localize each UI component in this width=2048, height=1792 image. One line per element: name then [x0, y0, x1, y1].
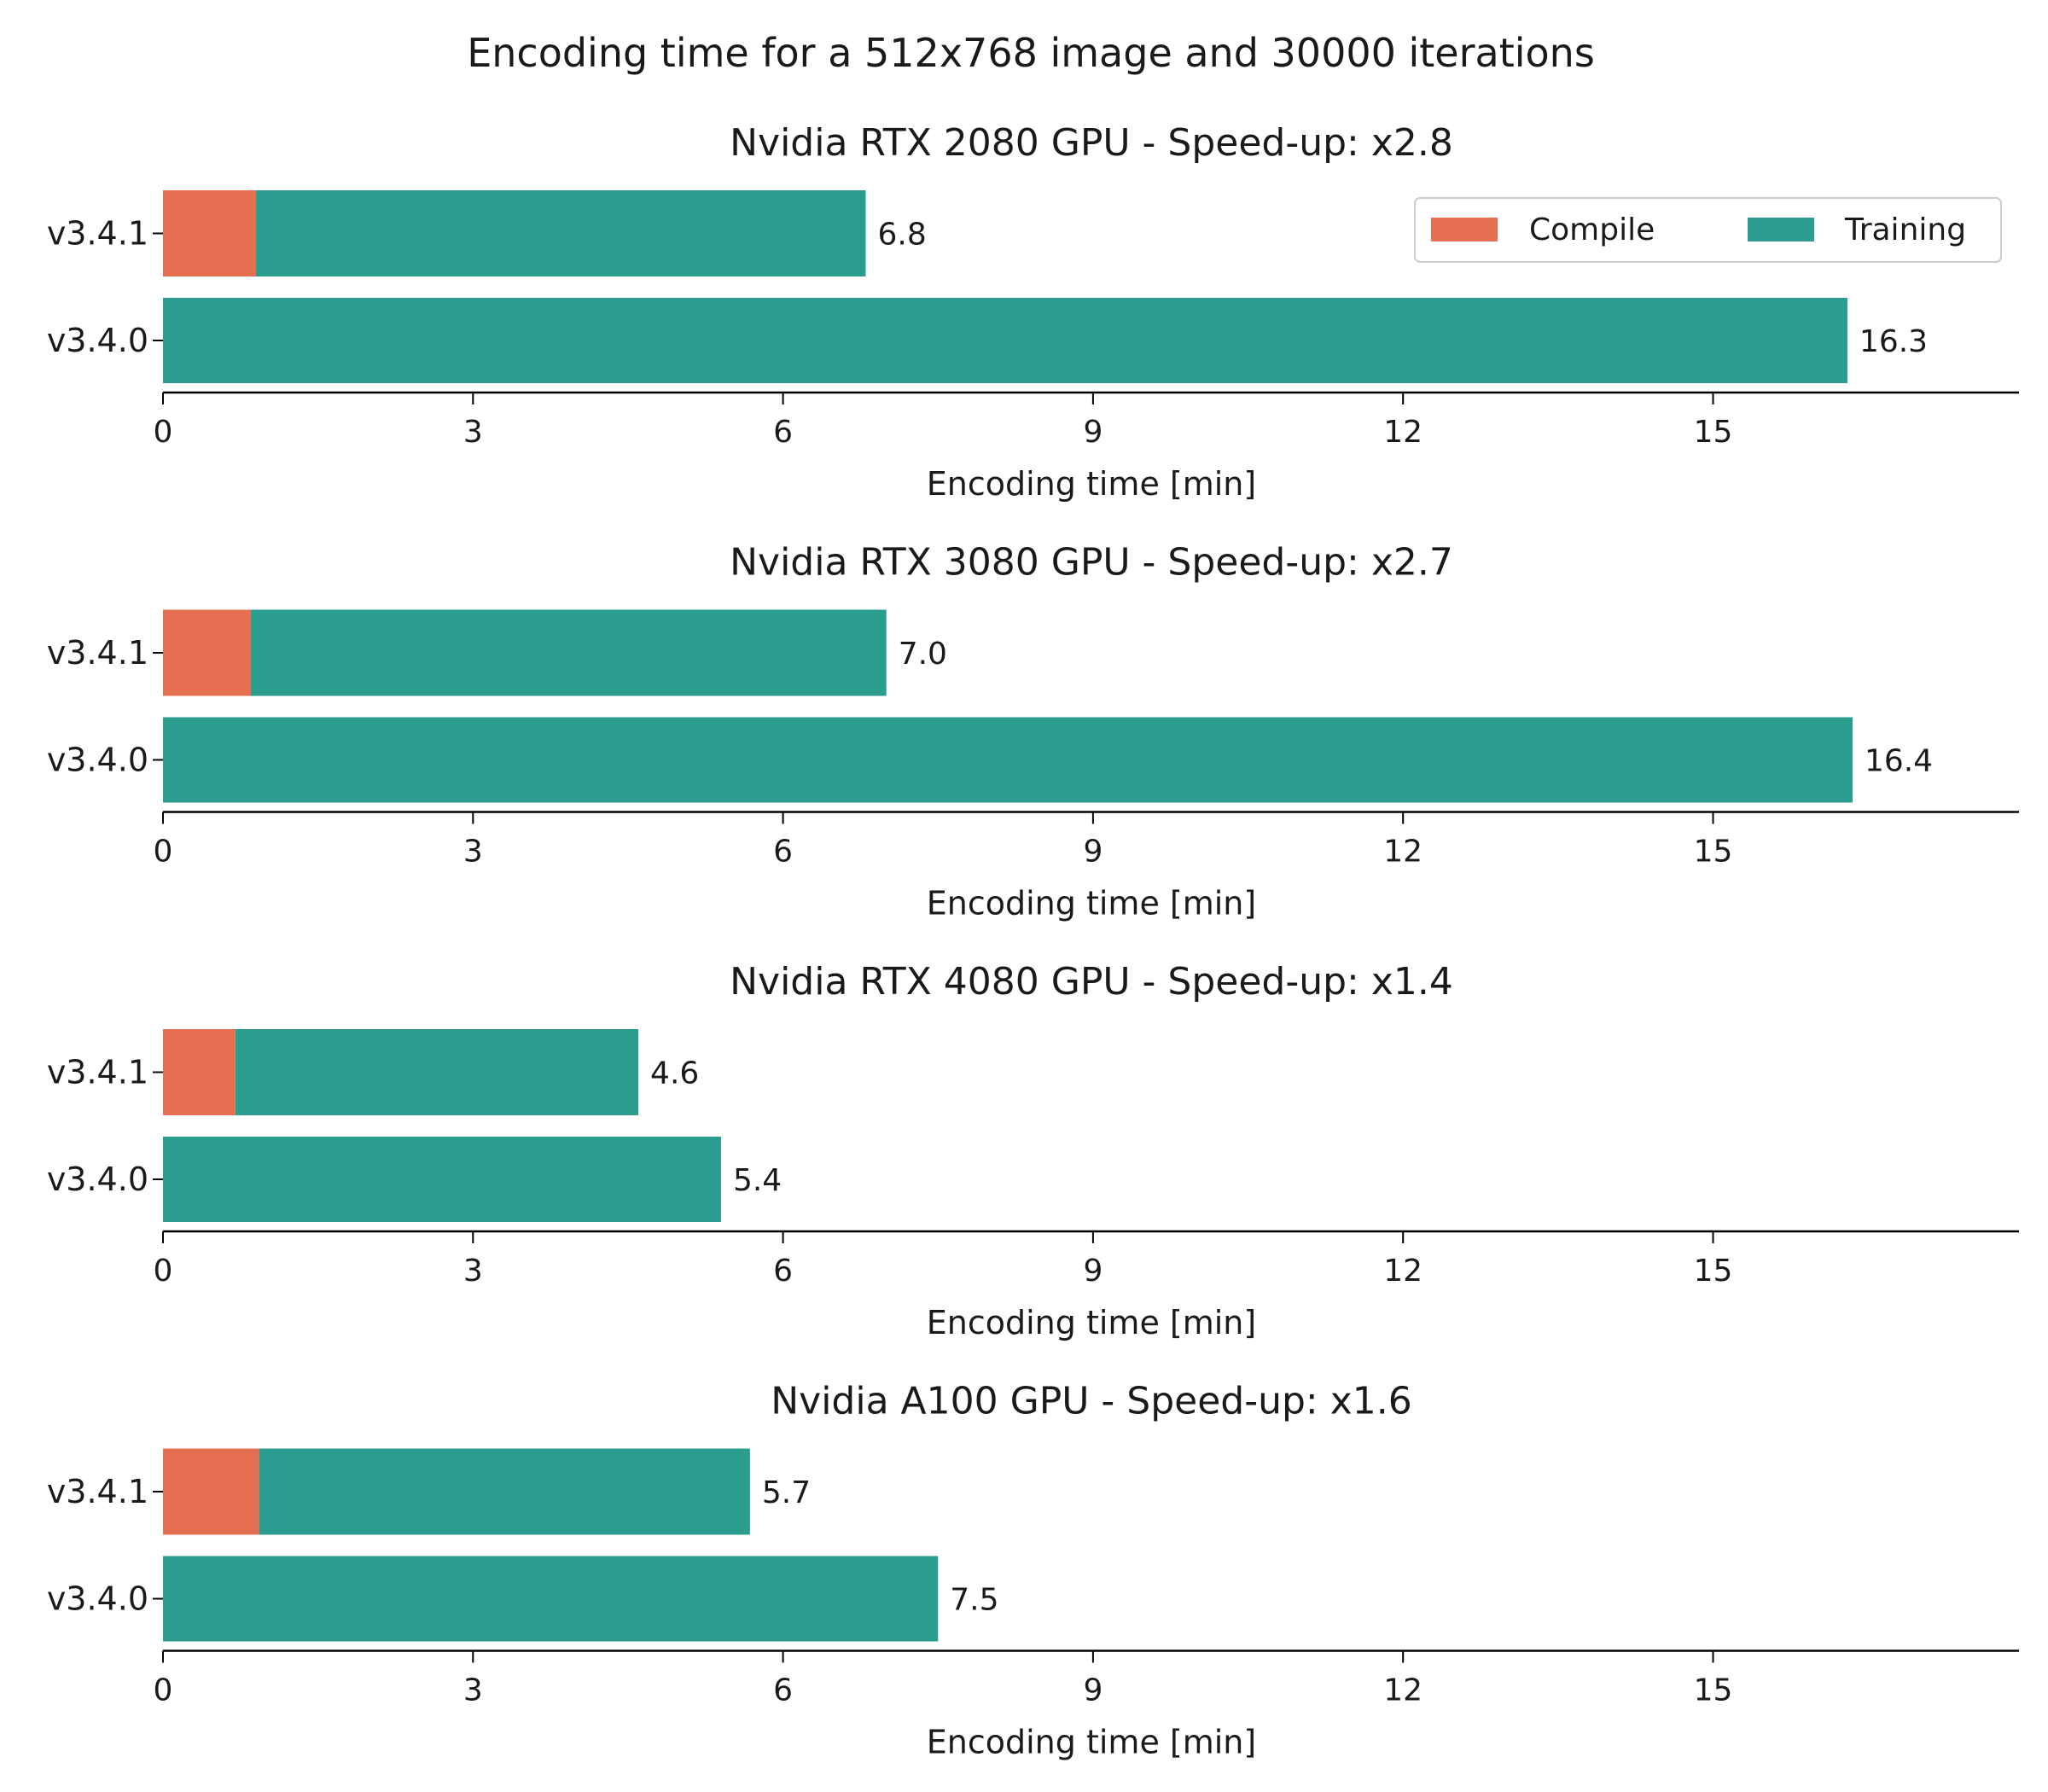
x-tick-label: 12: [1383, 1673, 1423, 1708]
chart-panel-2: Nvidia RTX 3080 GPU - Speed-up: x2.7 7.0 v…: [47, 541, 2019, 922]
y-tick-label: v3.4.0: [47, 1580, 148, 1618]
chart-panel-4: Nvidia A100 GPU - Speed-up: x1.6 5.7 v3.4.…: [47, 1380, 2019, 1761]
x-tick-label: 9: [1083, 1254, 1103, 1289]
x-tick-label: 0: [154, 835, 173, 870]
bar-compile: [163, 1029, 236, 1115]
x-tick-label: 12: [1383, 1254, 1423, 1289]
x-tick-label: 12: [1383, 415, 1423, 450]
panel-title: Nvidia RTX 2080 GPU - Speed-up: x2.8: [730, 121, 1453, 165]
chart-panel-1: Nvidia RTX 2080 GPU - Speed-up: x2.8 6.8 v…: [47, 121, 2019, 503]
x-tick-label: 9: [1083, 415, 1103, 450]
panel-title: Nvidia RTX 3080 GPU - Speed-up: x2.7: [730, 541, 1453, 585]
x-tick-label: 6: [773, 415, 793, 450]
bar-compile: [163, 1448, 259, 1535]
y-tick-label: v3.4.0: [47, 322, 148, 359]
x-tick-label: 0: [154, 1254, 173, 1289]
bar-value-label: 6.8: [877, 218, 926, 253]
y-tick-label: v3.4.1: [47, 1473, 148, 1510]
x-tick-label: 6: [773, 835, 793, 870]
x-tick-label: 15: [1694, 835, 1733, 870]
bar-value-label: 16.4: [1865, 744, 1933, 779]
x-axis-label: Encoding time [min]: [927, 465, 1256, 503]
bar-training: [235, 1029, 639, 1115]
chart-panel-3: Nvidia RTX 4080 GPU - Speed-up: x1.4 4.6 v…: [47, 960, 2019, 1341]
legend-label: Compile: [1529, 212, 1655, 247]
x-tick-label: 6: [773, 1254, 793, 1289]
x-tick-label: 3: [463, 415, 483, 450]
bar-training: [255, 190, 866, 276]
x-tick-label: 0: [154, 1673, 173, 1708]
x-axis-label: Encoding time [min]: [927, 885, 1256, 922]
x-axis-label: Encoding time [min]: [927, 1304, 1256, 1341]
x-tick-label: 15: [1694, 1673, 1733, 1708]
x-tick-label: 9: [1083, 1673, 1103, 1708]
bar-training: [250, 609, 887, 696]
bar-training: [163, 298, 1847, 383]
y-tick-label: v3.4.1: [47, 1054, 148, 1091]
bar-training: [259, 1448, 750, 1535]
bar-compile: [163, 190, 256, 276]
x-tick-label: 3: [463, 835, 483, 870]
x-tick-label: 12: [1383, 835, 1423, 870]
y-tick-label: v3.4.1: [47, 215, 148, 253]
chart-suptitle: Encoding time for a 512x768 image and 30…: [467, 30, 1595, 76]
x-axis-label: Encoding time [min]: [927, 1724, 1256, 1761]
legend-label: Training: [1844, 212, 1966, 247]
legend-frame: [1414, 197, 2002, 263]
bar-training: [163, 717, 1853, 803]
y-tick-label: v3.4.0: [47, 1161, 148, 1198]
y-tick-label: v3.4.1: [47, 634, 148, 672]
x-tick-label: 6: [773, 1673, 793, 1708]
bar-value-label: 4.6: [650, 1056, 699, 1091]
panel-title: Nvidia RTX 4080 GPU - Speed-up: x1.4: [730, 960, 1453, 1004]
bar-value-label: 7.0: [899, 637, 947, 672]
bar-value-label: 5.7: [762, 1475, 811, 1510]
bar-compile: [163, 609, 251, 696]
panels: Nvidia RTX 2080 GPU - Speed-up: x2.8 6.8 v…: [47, 121, 2019, 1761]
bar-value-label: 5.4: [733, 1163, 782, 1198]
bar-training: [163, 1556, 939, 1642]
bar-value-label: 7.5: [950, 1583, 998, 1618]
x-tick-label: 3: [463, 1254, 483, 1289]
legend: Compile Training: [1414, 197, 2002, 263]
bar-value-label: 16.3: [1859, 324, 1928, 359]
panel-title: Nvidia A100 GPU - Speed-up: x1.6: [771, 1380, 1411, 1423]
legend-swatch: [1431, 218, 1498, 241]
x-tick-label: 15: [1694, 415, 1733, 450]
x-tick-label: 15: [1694, 1254, 1733, 1289]
x-tick-label: 9: [1083, 835, 1103, 870]
x-tick-label: 0: [154, 415, 173, 450]
bar-training: [163, 1137, 721, 1222]
x-tick-label: 3: [463, 1673, 483, 1708]
y-tick-label: v3.4.0: [47, 742, 148, 779]
legend-swatch: [1748, 218, 1814, 241]
